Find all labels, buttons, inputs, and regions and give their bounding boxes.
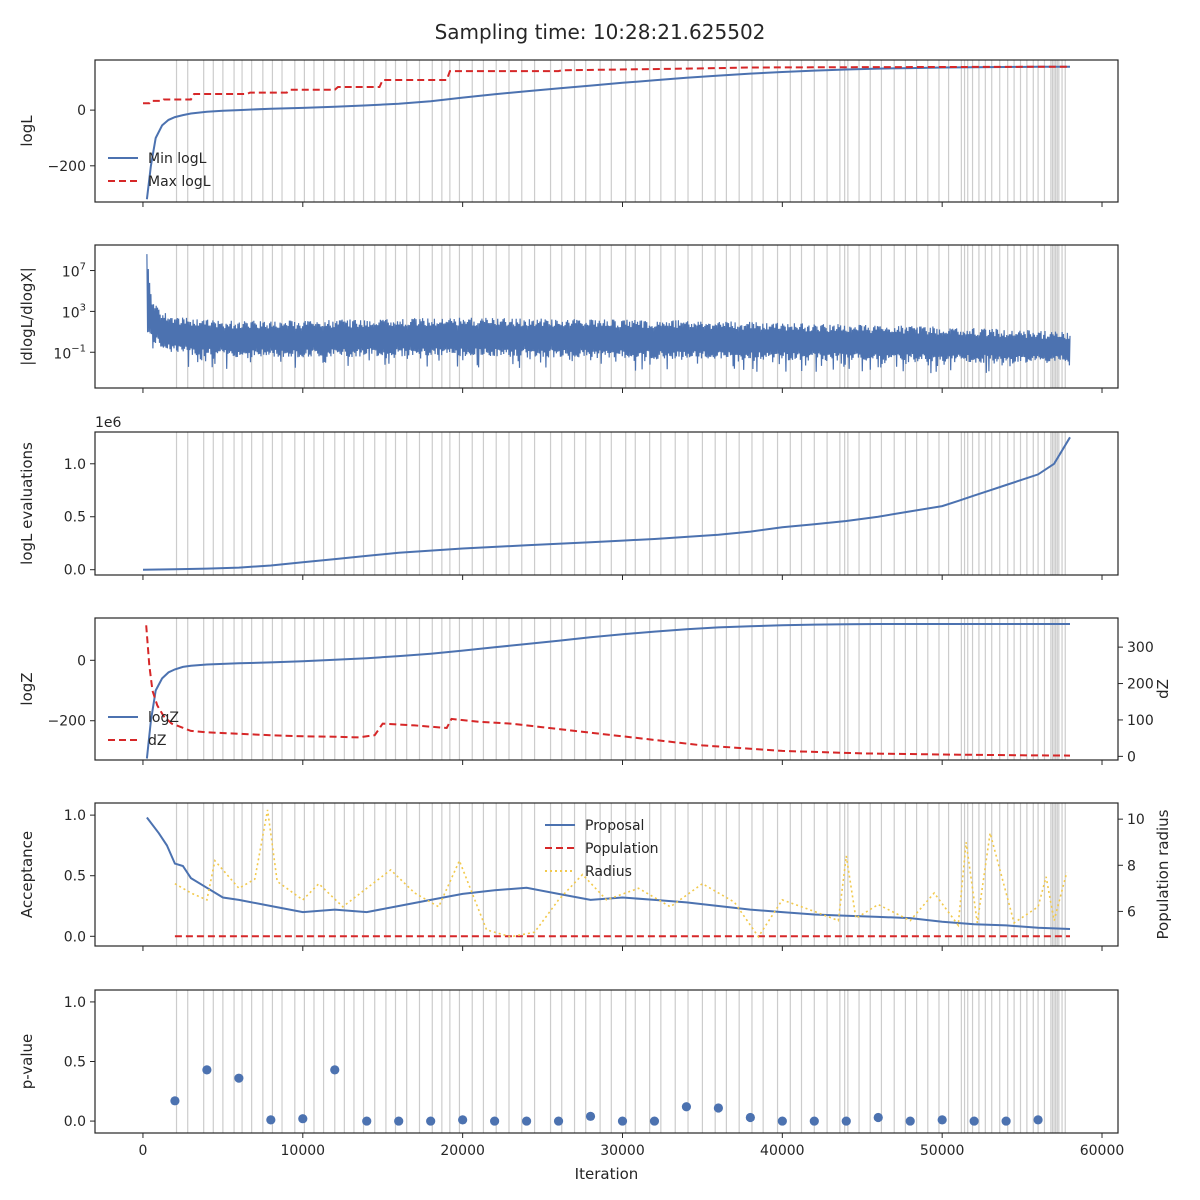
legend-label: Proposal <box>585 818 644 834</box>
y-axis-label: Acceptance <box>18 831 36 918</box>
x-tick-label: 30000 <box>600 1143 645 1159</box>
acceptance-panel: 0.0 0.5 1.0 6 8 10 Acceptance Population radius… <box>18 802 1172 951</box>
legend-label: Population <box>585 841 659 857</box>
x-axis-label: Iteration <box>575 1165 639 1183</box>
series-line <box>145 623 1070 759</box>
scatter-point <box>585 1111 596 1121</box>
legend-label: dZ <box>148 733 166 749</box>
scatter-point <box>841 1116 851 1126</box>
scatter-point <box>809 1116 819 1126</box>
x-tick-label: 20000 <box>440 1143 485 1159</box>
x-tick-label: 50000 <box>920 1143 965 1159</box>
y-tick-label-right: 200 <box>1127 677 1154 693</box>
scatter-point <box>905 1116 915 1126</box>
legend-label: Max logL <box>148 174 211 190</box>
y-axis-label: logZ <box>18 672 36 705</box>
logl-panel: 0 −200 logL Min logL Max logL <box>18 59 1119 207</box>
y-axis-label: |dlogL/dlogX| <box>18 267 36 366</box>
y-tick-label: 103 <box>62 302 86 321</box>
series-line <box>143 65 1071 105</box>
scatter-point <box>969 1116 979 1126</box>
scatter-point <box>713 1103 723 1113</box>
scatter-point <box>681 1102 692 1112</box>
y-tick-label-right: 300 <box>1127 640 1154 656</box>
series-line <box>146 254 1071 374</box>
scatter-point <box>649 1116 660 1126</box>
legend-label: Min logL <box>148 151 207 167</box>
legend-label: logZ <box>148 710 179 726</box>
y-tick-label-right: 6 <box>1127 904 1136 920</box>
y-axis-label-right: Population radius <box>1154 809 1172 939</box>
y-tick-label: 0.0 <box>64 929 86 945</box>
x-tick-label: 60000 <box>1080 1143 1125 1159</box>
gradient-panel: 107 103 10−1 |dlogL/dlogX| <box>18 244 1119 393</box>
scatter-point <box>777 1116 787 1126</box>
figure-title: Sampling time: 10:28:21.625502 <box>434 20 766 44</box>
y-tick-label: 10−1 <box>53 343 86 362</box>
scatter-point <box>170 1096 180 1106</box>
axes-frame <box>94 431 1119 576</box>
axes-frame <box>94 59 1119 203</box>
y-tick-label: 1.0 <box>64 808 86 824</box>
y-tick-label: 0.0 <box>64 563 86 579</box>
series-line <box>145 625 1071 757</box>
y-tick-label: 0.5 <box>64 510 86 526</box>
y-tick-label: 1.0 <box>64 457 86 473</box>
y-tick-label: 0.5 <box>64 869 86 885</box>
series-line <box>146 816 1071 930</box>
evaluations-panel: 0.0 0.5 1.0 logL evaluations 1e6 <box>18 415 1119 580</box>
series-line <box>145 65 1071 200</box>
scatter-point <box>234 1073 244 1083</box>
series-line <box>142 436 1071 571</box>
y-axis-label: logL <box>18 115 36 147</box>
y-axis-label: p-value <box>18 1034 36 1090</box>
x-tick-label: 0 <box>138 1143 147 1159</box>
y-tick-label: 0 <box>77 653 86 669</box>
y-tick-label: −200 <box>48 159 86 175</box>
scatter-point <box>1001 1116 1011 1126</box>
scatter-point <box>490 1116 500 1126</box>
y-tick-label: 107 <box>62 262 86 281</box>
offset-label: 1e6 <box>95 415 122 431</box>
y-tick-label: 1.0 <box>64 995 86 1011</box>
axes-frame <box>94 244 1119 389</box>
y-tick-label-right: 10 <box>1127 812 1145 828</box>
scatter-point <box>330 1065 340 1075</box>
y-tick-label: 0 <box>77 103 86 119</box>
scatter-point <box>521 1116 532 1126</box>
pvalue-panel: 0.0 0.5 1.0 p-value 0 10000 20000 30000 40000 500… <box>18 989 1125 1183</box>
scatter-point <box>745 1112 755 1123</box>
x-tick-label: 10000 <box>281 1143 326 1159</box>
series-line <box>174 809 1068 939</box>
y-tick-label-right: 8 <box>1127 858 1136 874</box>
y-tick-label: −200 <box>48 714 86 730</box>
scatter-point <box>202 1065 212 1075</box>
scatter-point <box>266 1115 276 1125</box>
scatter-point <box>458 1115 468 1125</box>
y-tick-label-right: 0 <box>1127 749 1136 765</box>
legend-label: Radius <box>585 864 632 880</box>
y-tick-label-right: 100 <box>1127 713 1154 729</box>
y-tick-label: 0.5 <box>64 1055 86 1071</box>
axes-frame <box>94 989 1119 1134</box>
scatter-point <box>394 1116 404 1126</box>
scatter-point <box>1033 1115 1043 1125</box>
scatter-point <box>362 1116 372 1126</box>
scatter-point <box>873 1112 883 1123</box>
scatter-point <box>426 1116 436 1126</box>
logz-panel: 0 −200 0 100 200 300 logZ dZ logZ dZ <box>18 617 1172 765</box>
y-axis-label: logL evaluations <box>18 442 36 565</box>
axes-frame <box>94 617 1119 761</box>
scatter-point <box>617 1116 628 1126</box>
scatter-point <box>298 1114 308 1124</box>
x-tick-label: 40000 <box>760 1143 805 1159</box>
y-axis-label-right: dZ <box>1154 679 1172 699</box>
axes-frame <box>94 802 1119 947</box>
scatter-point <box>553 1116 564 1126</box>
y-tick-label: 0.0 <box>64 1114 86 1130</box>
scatter-point <box>937 1115 947 1125</box>
